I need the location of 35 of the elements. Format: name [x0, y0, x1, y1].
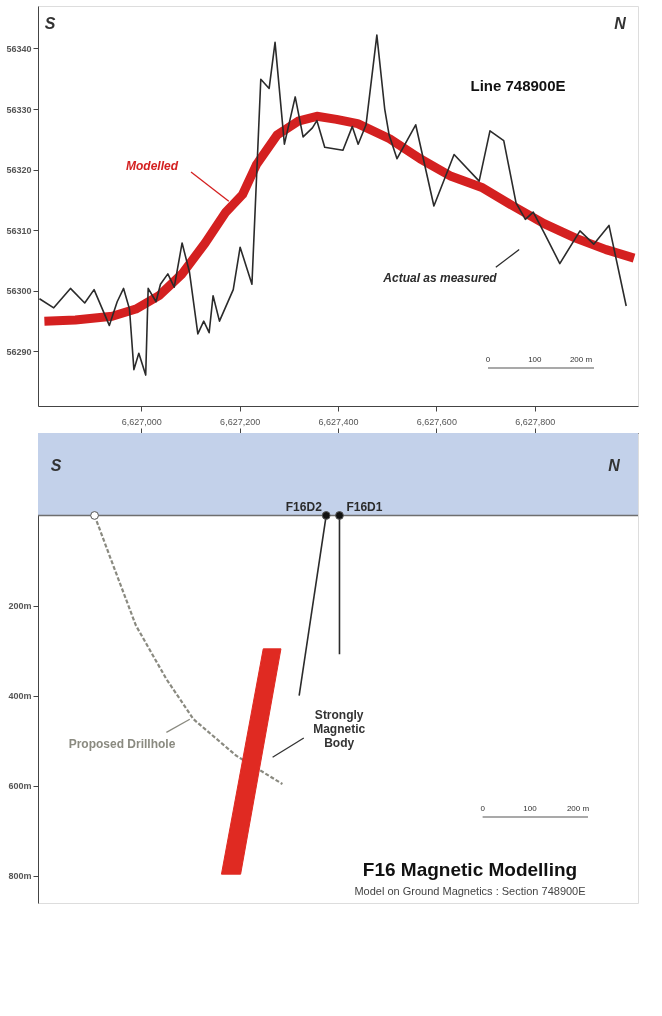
- annotation: S: [50, 456, 62, 474]
- annotation: S: [44, 15, 56, 32]
- y-tick-label: 56330: [6, 104, 32, 115]
- legend-label: Proposed Drillhole: [68, 737, 176, 752]
- y-tick-label: 56340: [6, 43, 32, 54]
- y-tick-label: 800m: [8, 871, 32, 882]
- x-tick-label: 6,627,600: [416, 416, 457, 427]
- y-tick-label: 56310: [6, 225, 32, 236]
- annotation: N: [614, 15, 627, 32]
- y-tick-label: 600m: [8, 781, 32, 792]
- annotation: 0: [485, 355, 491, 364]
- y-tick-label: 200m: [8, 601, 32, 612]
- annotation: 100: [523, 804, 538, 813]
- text: Model on Ground Magnetics : Section 748900E: [354, 885, 586, 898]
- line-series: [38, 34, 627, 376]
- annotation: 200 m: [566, 804, 590, 813]
- annotation: N: [608, 456, 621, 474]
- x-tick-label: 6,627,200: [220, 416, 261, 427]
- text: Line 748900E: [470, 77, 566, 94]
- x-tick-label: 6,627,800: [515, 416, 556, 427]
- text: Modelled: [125, 159, 179, 173]
- series-label: F16D1: [346, 499, 383, 514]
- y-tick-label: 56290: [6, 346, 32, 357]
- series-label: F16D2: [285, 499, 323, 514]
- x-tick-label: 6,627,400: [318, 416, 359, 427]
- annotation: 0: [480, 804, 486, 813]
- legend-label: Actual as measured: [382, 271, 498, 285]
- text: Strongly Magnetic Body: [313, 708, 366, 750]
- annotation: 100: [528, 355, 543, 364]
- y-tick-label: 400m: [8, 691, 32, 702]
- x-tick-label: 6,627,000: [121, 416, 162, 427]
- y-tick-label: 56300: [6, 286, 32, 297]
- y-tick-label: 56320: [6, 165, 32, 176]
- text: F16 Magnetic Modelling: [362, 859, 578, 881]
- annotation: 200 m: [569, 355, 593, 364]
